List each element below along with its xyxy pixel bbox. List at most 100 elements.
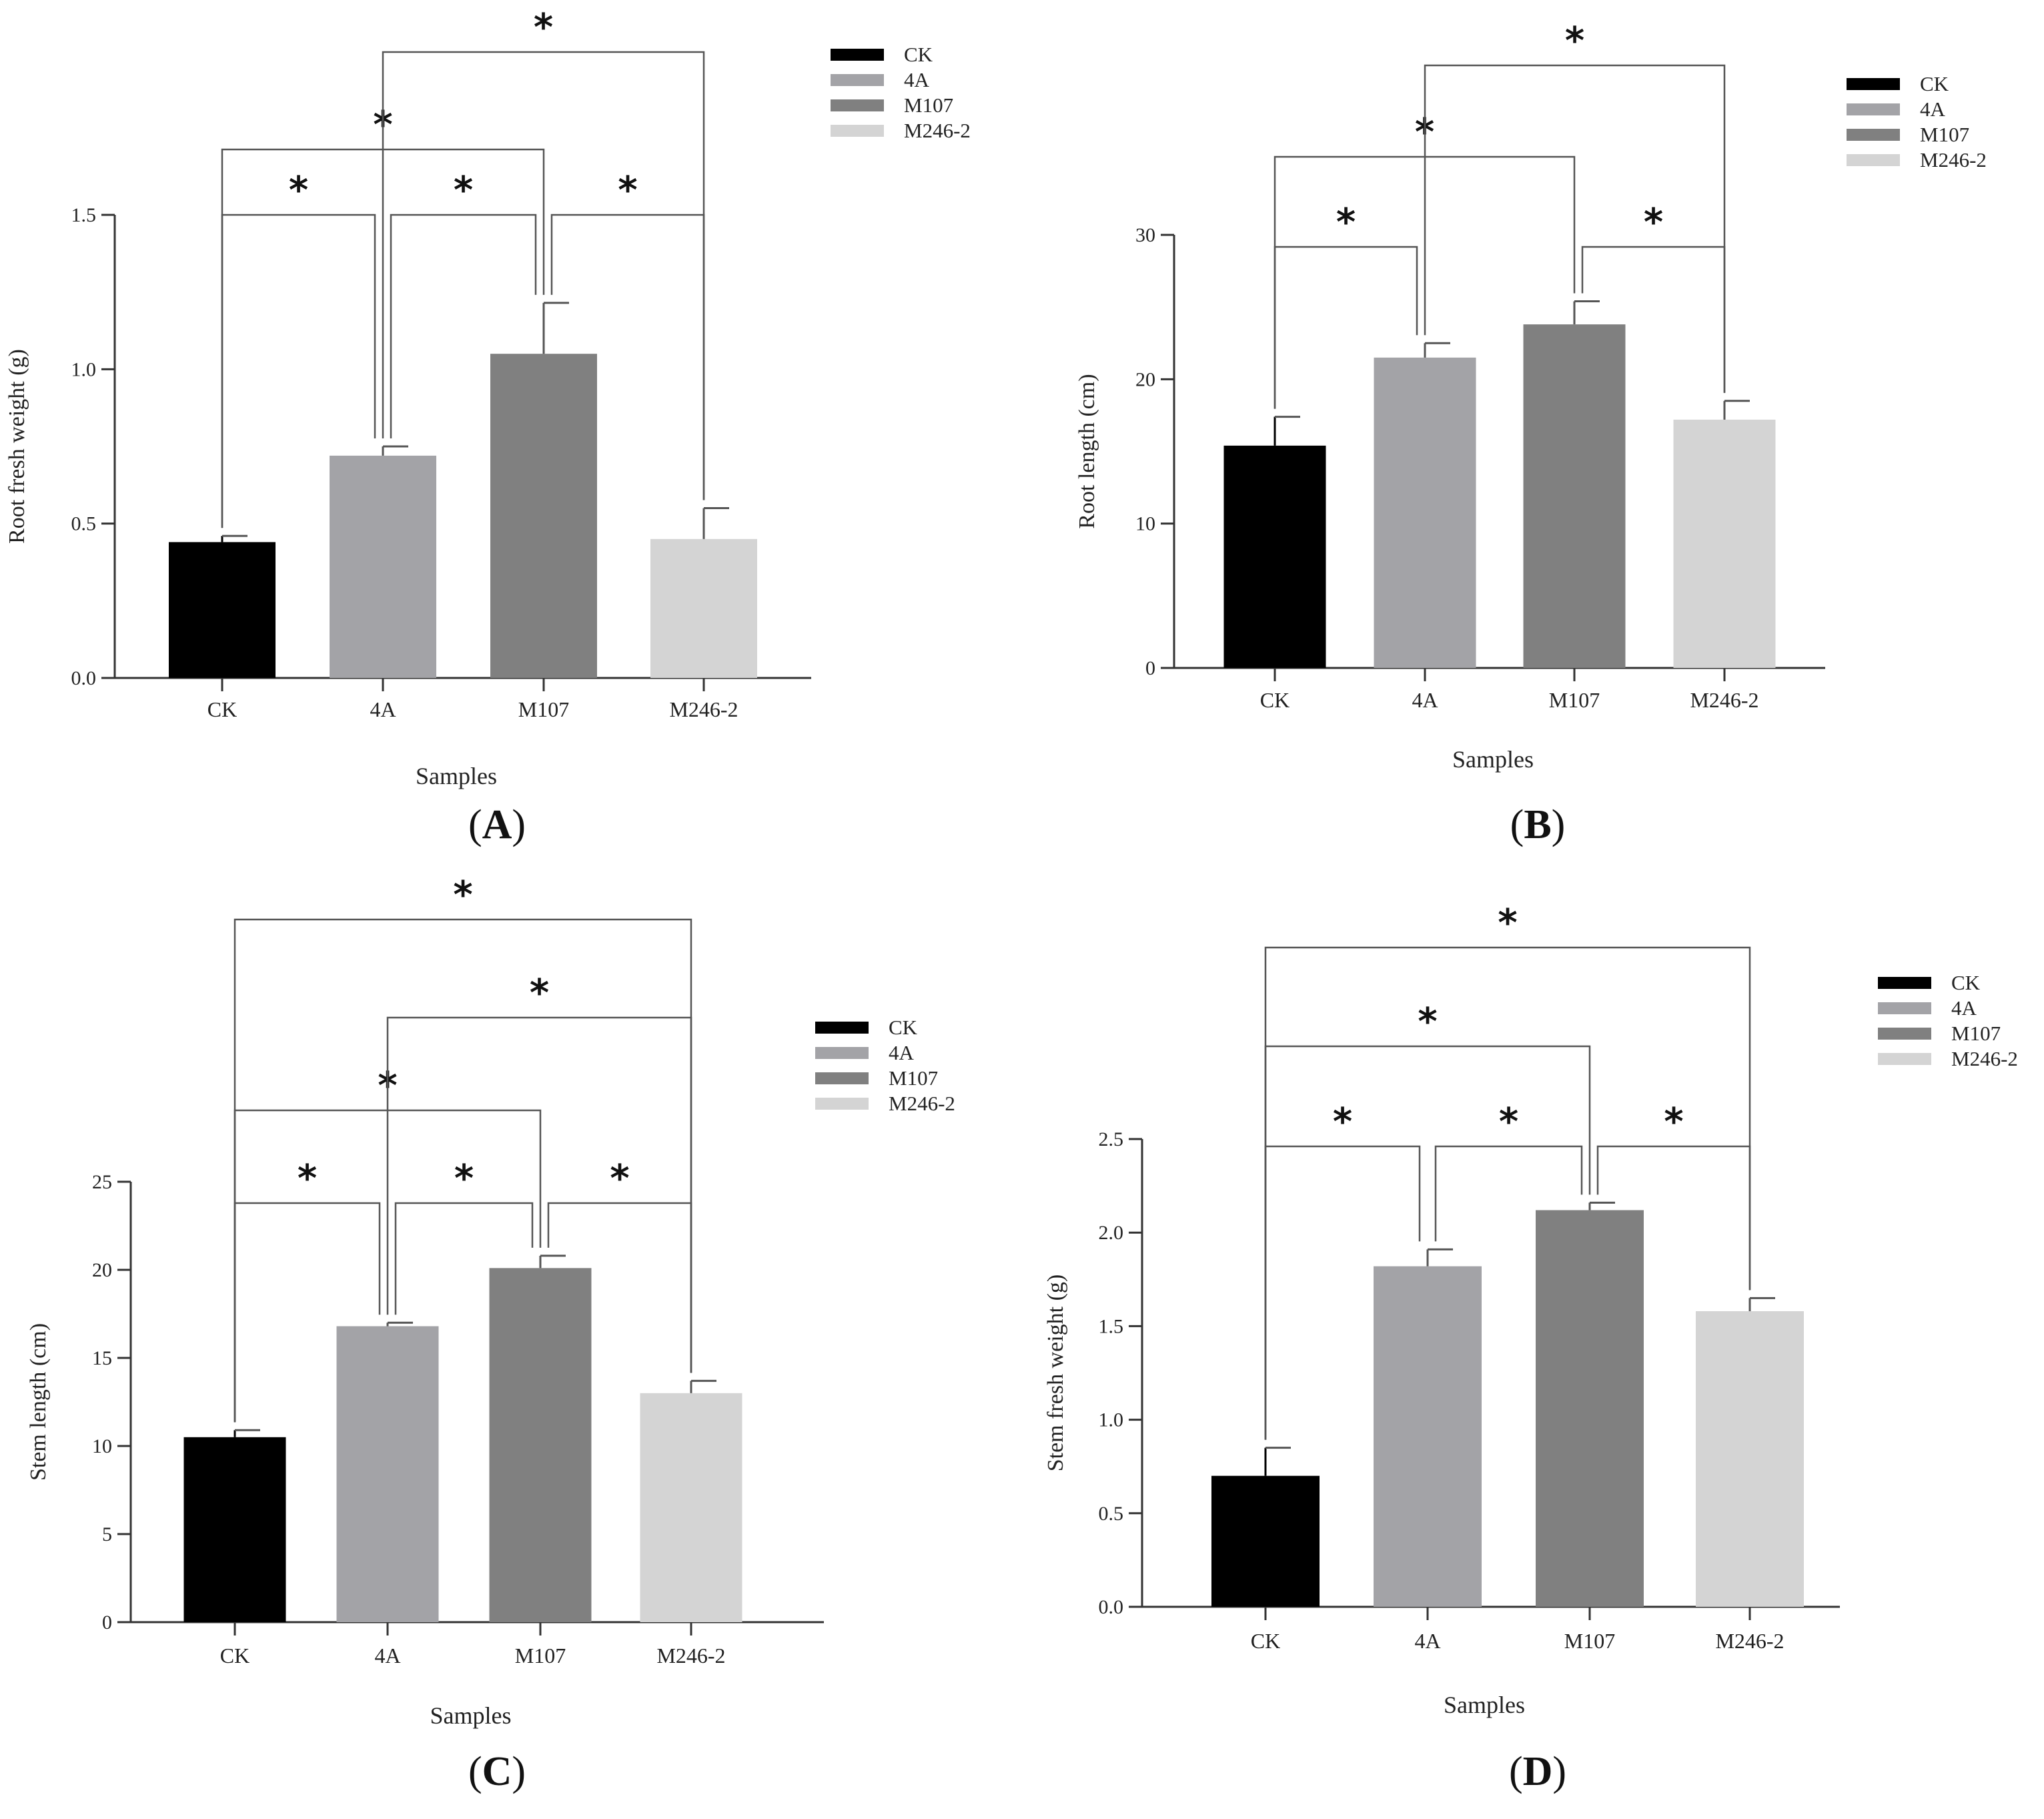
legend-label: CK (904, 43, 933, 66)
legend-swatch (815, 1047, 869, 1059)
significance-bracket (382, 51, 705, 500)
x-tick-label: M107 (518, 697, 569, 721)
x-tick-label: M107 (515, 1644, 566, 1668)
y-axis-title: Root fresh weight (g) (5, 349, 29, 544)
y-tick-label: 0 (102, 1611, 112, 1633)
x-tick-label: CK (1251, 1629, 1280, 1653)
bar-4a (1374, 357, 1476, 668)
significance-star: * (454, 1157, 474, 1200)
panel-label: (C) (468, 1749, 526, 1794)
legend-swatch (831, 49, 884, 61)
y-tick-label: 15 (92, 1347, 112, 1369)
x-axis-title: Samples (416, 763, 497, 789)
significance-star: * (1418, 1000, 1437, 1044)
significance-bracket (233, 918, 692, 1423)
legend-label: 4A (904, 68, 930, 91)
y-tick-label: 5 (102, 1523, 112, 1545)
x-tick-label: M107 (1549, 688, 1600, 712)
panel-label: (D) (1509, 1749, 1566, 1794)
significance-star: * (1565, 19, 1584, 63)
x-tick-label: CK (220, 1644, 249, 1668)
bar-m107 (1523, 324, 1626, 668)
x-tick-label: M246-2 (1715, 1629, 1784, 1653)
legend-swatch (1878, 1053, 1931, 1065)
significance-star: * (1499, 1100, 1518, 1144)
bar-m246-2 (640, 1393, 742, 1622)
bar-m107 (489, 1268, 592, 1622)
legend-label: CK (889, 1016, 918, 1039)
legend-label: M107 (1951, 1022, 2001, 1045)
legend-label: M246-2 (904, 119, 971, 142)
legend-label: CK (1920, 72, 1949, 95)
y-tick-label: 0.0 (71, 667, 97, 689)
legend-swatch (1878, 1002, 1931, 1014)
legend-swatch (831, 125, 884, 137)
bar-4a (336, 1326, 439, 1622)
y-tick-label: 1.5 (71, 204, 97, 226)
x-axis-title: Samples (1452, 746, 1534, 773)
significance-star: * (534, 6, 553, 49)
y-tick-label: 2.5 (1099, 1128, 1124, 1150)
legend-swatch (831, 99, 884, 111)
bar-4a (330, 455, 436, 678)
y-tick-label: 2.0 (1099, 1222, 1124, 1244)
bar-m246-2 (1696, 1311, 1804, 1607)
legend-swatch (1847, 78, 1900, 90)
significance-star: * (618, 169, 637, 212)
y-tick-label: 20 (1135, 368, 1155, 390)
y-tick-label: 1.0 (71, 358, 97, 380)
legend-label: CK (1951, 971, 1981, 994)
y-tick-label: 1.5 (1099, 1315, 1124, 1337)
y-tick-label: 30 (1135, 224, 1155, 246)
x-tick-label: M107 (1564, 1629, 1615, 1653)
legend-label: M246-2 (889, 1092, 955, 1115)
y-axis-title: Stem length (cm) (26, 1323, 51, 1481)
significance-bracket (1264, 946, 1751, 1440)
panel-a: 0.00.51.01.5CK 4A M107 M246-2* * ***CK4AM107M… (5, 6, 971, 847)
significance-bracket (394, 1202, 534, 1315)
bar-ck (1211, 1475, 1320, 1607)
significance-bracket (1424, 64, 1726, 393)
significance-bracket (390, 214, 537, 438)
legend-swatch (815, 1022, 869, 1034)
y-tick-label: 0.5 (71, 513, 97, 535)
y-tick-label: 10 (1135, 513, 1155, 535)
y-axis-title: Stem fresh weight (g) (1043, 1275, 1068, 1472)
x-tick-label: M246-2 (669, 697, 738, 721)
significance-star: * (1336, 201, 1356, 244)
x-tick-label: 4A (370, 697, 396, 721)
legend-swatch (1847, 129, 1900, 141)
legend-swatch (1847, 154, 1900, 166)
legend-swatch (1847, 103, 1900, 115)
panel-d: 0.00.51.01.52.02.5CK 4A M107 M246-2* * ***CK4… (1043, 901, 2018, 1794)
significance-star: * (1644, 201, 1663, 244)
legend-swatch (1878, 977, 1931, 989)
legend-label: M107 (1920, 123, 1969, 146)
significance-star: * (453, 873, 472, 917)
x-tick-label: 4A (1412, 688, 1438, 712)
y-axis-title: Root length (cm) (1075, 374, 1099, 528)
legend-label: 4A (1920, 97, 1946, 121)
legend-swatch (831, 74, 884, 86)
bar-m246-2 (650, 538, 757, 678)
x-tick-label: CK (1260, 688, 1290, 712)
x-tick-label: CK (207, 697, 237, 721)
legend-label: 4A (1951, 996, 1977, 1020)
x-axis-title: Samples (430, 1702, 512, 1729)
significance-star: * (298, 1157, 317, 1200)
bar-ck (1223, 445, 1326, 668)
legend-label: 4A (889, 1041, 915, 1064)
x-tick-label: 4A (374, 1644, 400, 1668)
x-tick-label: M246-2 (656, 1644, 725, 1668)
legend-label: M107 (904, 93, 953, 117)
significance-star: * (530, 972, 549, 1015)
y-tick-label: 25 (92, 1171, 112, 1193)
y-tick-label: 10 (92, 1435, 112, 1457)
bar-ck (169, 542, 276, 678)
significance-star: * (1664, 1100, 1683, 1144)
legend-swatch (815, 1072, 869, 1084)
bar-m107 (1536, 1210, 1644, 1607)
y-tick-label: 0.0 (1099, 1596, 1124, 1618)
y-tick-label: 1.0 (1099, 1409, 1124, 1431)
